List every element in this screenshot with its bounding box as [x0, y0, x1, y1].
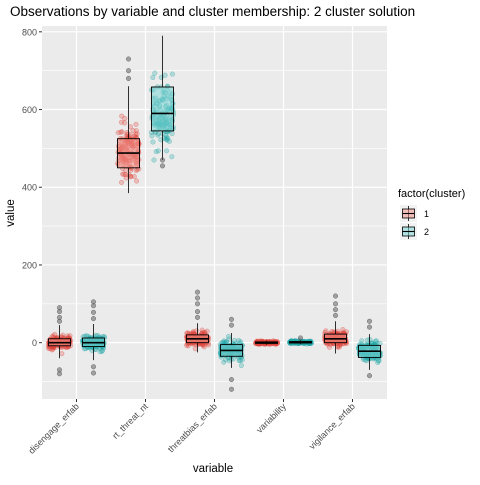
box-outlier [160, 158, 165, 163]
jitter-point [151, 75, 156, 80]
box-outlier [229, 317, 234, 322]
y-tick-label: 600 [22, 105, 37, 115]
jitter-point [82, 346, 87, 351]
jitter-point [132, 134, 137, 139]
jitter-point [238, 358, 243, 363]
jitter-point [123, 172, 128, 177]
jitter-point [119, 180, 124, 185]
y-axis: 0 200 400 600 800 [22, 27, 42, 348]
jitter-point [151, 140, 156, 145]
box-outlier [367, 325, 372, 330]
jitter-point [221, 360, 226, 365]
jitter-point [239, 363, 244, 368]
jitter-point [170, 131, 175, 136]
legend-title: factor(cluster) [398, 188, 465, 200]
jitter-point [122, 121, 127, 126]
jitter-point [222, 339, 227, 344]
legend: factor(cluster) 1 2 [398, 188, 465, 240]
jitter-point [150, 134, 155, 139]
y-tick-label: 400 [22, 183, 37, 193]
box-outlier [195, 315, 200, 320]
box-outlier [195, 290, 200, 295]
jitter-point [170, 72, 175, 77]
box-outlier [91, 310, 96, 315]
chart-title: Observations by variable and cluster mem… [10, 4, 415, 19]
x-axis: disengage_erfab rt_threat_nt threatbias_er… [26, 399, 356, 456]
box-outlier [298, 336, 303, 341]
box-outlier [229, 377, 234, 382]
jitter-point [368, 337, 373, 342]
box-outlier [229, 323, 234, 328]
box-outlier [195, 302, 200, 307]
legend-entry-label: 2 [424, 227, 429, 237]
box-outlier [195, 296, 200, 301]
box-outlier [367, 319, 372, 324]
jitter-point [60, 351, 65, 356]
x-axis-label: variable [193, 463, 233, 475]
jitter-point [119, 114, 124, 119]
box-outlier [229, 387, 234, 392]
jitter-point [131, 128, 136, 133]
box-outlier [57, 368, 62, 373]
jitter-point [116, 130, 121, 135]
x-tick-label: vigilance_erfab [307, 401, 357, 451]
box-iqr [152, 87, 174, 131]
x-tick-label: rt_threat_nt [110, 401, 150, 441]
box-outlier [367, 373, 372, 378]
box-outlier [126, 57, 131, 62]
box-outlier [333, 302, 338, 307]
jitter-point [164, 149, 169, 154]
y-tick-label: 800 [22, 27, 37, 37]
jitter-point [60, 333, 65, 338]
jitter-point [191, 329, 196, 334]
jitter-point [152, 71, 157, 76]
box-outlier [91, 371, 96, 376]
box-outlier [57, 315, 62, 320]
box-outlier [126, 76, 131, 81]
jitter-point [134, 168, 139, 173]
y-axis-label: value [5, 199, 17, 227]
jitter-point [129, 174, 134, 179]
jitter-point [162, 136, 167, 141]
jitter-point [152, 158, 157, 163]
box-outlier [126, 68, 131, 73]
y-tick-label: 0 [32, 338, 37, 348]
box-outlier [57, 305, 62, 310]
jitter-point [226, 334, 231, 339]
box-outlier [333, 307, 338, 312]
x-tick-label: disengage_erfab [26, 401, 80, 455]
jitter-point [193, 346, 198, 351]
jitter-point [134, 179, 139, 184]
jitter-point [344, 330, 349, 335]
jitter-point [170, 154, 175, 159]
box-outlier [91, 316, 96, 321]
box-outlier [160, 164, 165, 169]
box-outlier [333, 294, 338, 299]
jitter-point [360, 338, 365, 343]
jitter-point [156, 131, 161, 136]
y-tick-label: 200 [22, 260, 37, 270]
legend-entry-label: 1 [424, 209, 429, 219]
x-tick-label: variability [254, 401, 288, 435]
jitter-point [156, 148, 161, 153]
jitter-point [335, 345, 340, 350]
jitter-point [134, 122, 139, 127]
x-tick-label: threatbias_erfab [166, 401, 219, 454]
box-outlier [195, 309, 200, 314]
box-outlier [91, 364, 96, 369]
box-outlier [333, 313, 338, 318]
box-outlier [91, 300, 96, 305]
